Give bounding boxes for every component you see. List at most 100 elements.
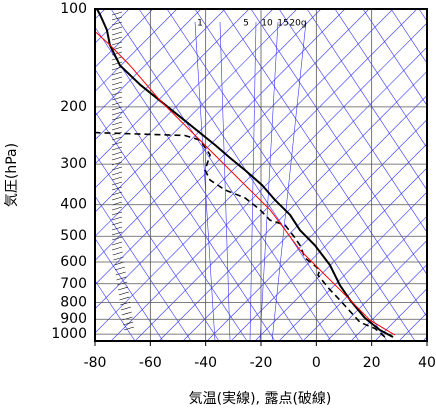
grid	[94, 8, 428, 341]
wind-barb	[111, 66, 123, 71]
wind-barb	[111, 31, 123, 36]
isotherm-line	[95, 9, 346, 261]
adiabat-line	[95, 280, 136, 341]
wind-barb	[111, 156, 123, 161]
isotherm-line	[206, 119, 427, 341]
isotherm-line	[326, 239, 427, 341]
wind-barb	[111, 226, 123, 231]
isotherm-line	[95, 9, 250, 165]
x-tick-label: 20	[363, 355, 381, 371]
series-line	[95, 131, 386, 338]
y-axis-label: 気圧(hPa)	[4, 143, 20, 207]
x-tick-label: 0	[312, 355, 321, 371]
isotherm-line	[398, 312, 427, 341]
wind-barb	[111, 61, 123, 66]
isotherm-line	[110, 22, 427, 341]
adiabat-line	[95, 68, 276, 341]
wind-barb	[111, 146, 123, 151]
wind-barb	[123, 326, 135, 331]
adiabat-line	[390, 9, 427, 64]
wind-barb	[111, 191, 123, 196]
wind-barb	[111, 36, 123, 41]
y-tick-label: 100	[60, 1, 87, 17]
wind-barb	[111, 151, 123, 156]
isotherm-line	[95, 9, 226, 141]
wind-barb	[111, 241, 123, 246]
y-tick-label: 200	[60, 99, 87, 115]
y-tick-label: 700	[60, 276, 87, 292]
wind-barb	[119, 296, 130, 301]
wind-barb	[114, 261, 125, 266]
isotherm-line	[158, 70, 427, 341]
wind-barb	[120, 306, 132, 311]
plot-area	[95, 9, 396, 338]
wind-barb	[114, 266, 126, 271]
isotherm-line	[95, 9, 322, 237]
wind-barb	[111, 96, 123, 101]
wind-barb	[111, 21, 123, 26]
wind-barb	[111, 216, 123, 221]
mixing-ratio-line	[259, 21, 279, 341]
isotherm-line	[95, 9, 202, 117]
adiabat-line	[222, 9, 427, 318]
wind-barb	[111, 26, 123, 31]
isotherm-line	[95, 9, 394, 310]
y-tick-label: 900	[60, 311, 87, 327]
mixing-ratio-label: 10	[261, 19, 273, 29]
wind-barb	[111, 206, 123, 211]
wind-barb	[123, 321, 134, 326]
mixing-ratio-line	[249, 21, 257, 341]
isotherm-line	[95, 9, 274, 189]
wind-barb	[111, 71, 123, 76]
wind-barb	[111, 231, 123, 236]
mixing-ratio-line	[271, 21, 307, 341]
y-tick-label: 600	[60, 254, 87, 270]
isotherm-line	[230, 143, 427, 341]
x-tick-label: -20	[250, 355, 273, 371]
series-line	[96, 9, 394, 338]
wind-barb	[111, 171, 123, 176]
x-tick-label: 40	[418, 355, 436, 371]
wind-barb	[111, 41, 123, 46]
x-tick-label: -80	[84, 355, 107, 371]
adiabat-line	[194, 9, 416, 341]
wind-barb	[111, 101, 123, 106]
wind-barb	[113, 256, 124, 261]
isotherm-line	[95, 9, 370, 286]
wind-barb	[111, 126, 123, 131]
isotherm-line	[134, 46, 427, 341]
wind-barb	[111, 196, 123, 201]
wind-barb	[111, 181, 123, 186]
adiabat-line	[95, 237, 164, 341]
wind-barb	[118, 291, 129, 296]
wind-barb	[111, 86, 123, 91]
isotherm-line	[95, 9, 154, 68]
wind-barb	[111, 16, 123, 21]
adiabat-line	[334, 9, 427, 149]
adiabat-line	[95, 111, 248, 341]
wind-barb	[111, 11, 123, 16]
mixing-ratio-label: 5	[243, 19, 249, 29]
adiabat-line	[95, 195, 192, 341]
adiabat-line	[278, 9, 427, 233]
isotherm-line	[278, 191, 427, 341]
isotherm-line	[422, 336, 427, 341]
isotherm-line	[95, 9, 298, 213]
wind-barb	[111, 91, 123, 96]
isotherm-line	[254, 167, 427, 341]
wind-barb	[111, 106, 123, 111]
wind-barb	[111, 81, 123, 86]
mixing-ratio-line	[219, 21, 231, 341]
y-tick-label: 400	[60, 197, 87, 213]
adiabat-line	[306, 9, 427, 191]
wind-barb	[111, 166, 123, 171]
wind-barb	[111, 136, 123, 141]
wind-barb	[115, 271, 126, 276]
wind-barb	[112, 251, 123, 256]
wind-barb	[121, 311, 132, 316]
adiabat-line	[166, 9, 388, 341]
wind-barb	[111, 116, 123, 121]
mixing-ratio-label: 20g	[289, 19, 306, 29]
wind-barb	[111, 76, 123, 81]
wind-barb	[111, 236, 123, 241]
